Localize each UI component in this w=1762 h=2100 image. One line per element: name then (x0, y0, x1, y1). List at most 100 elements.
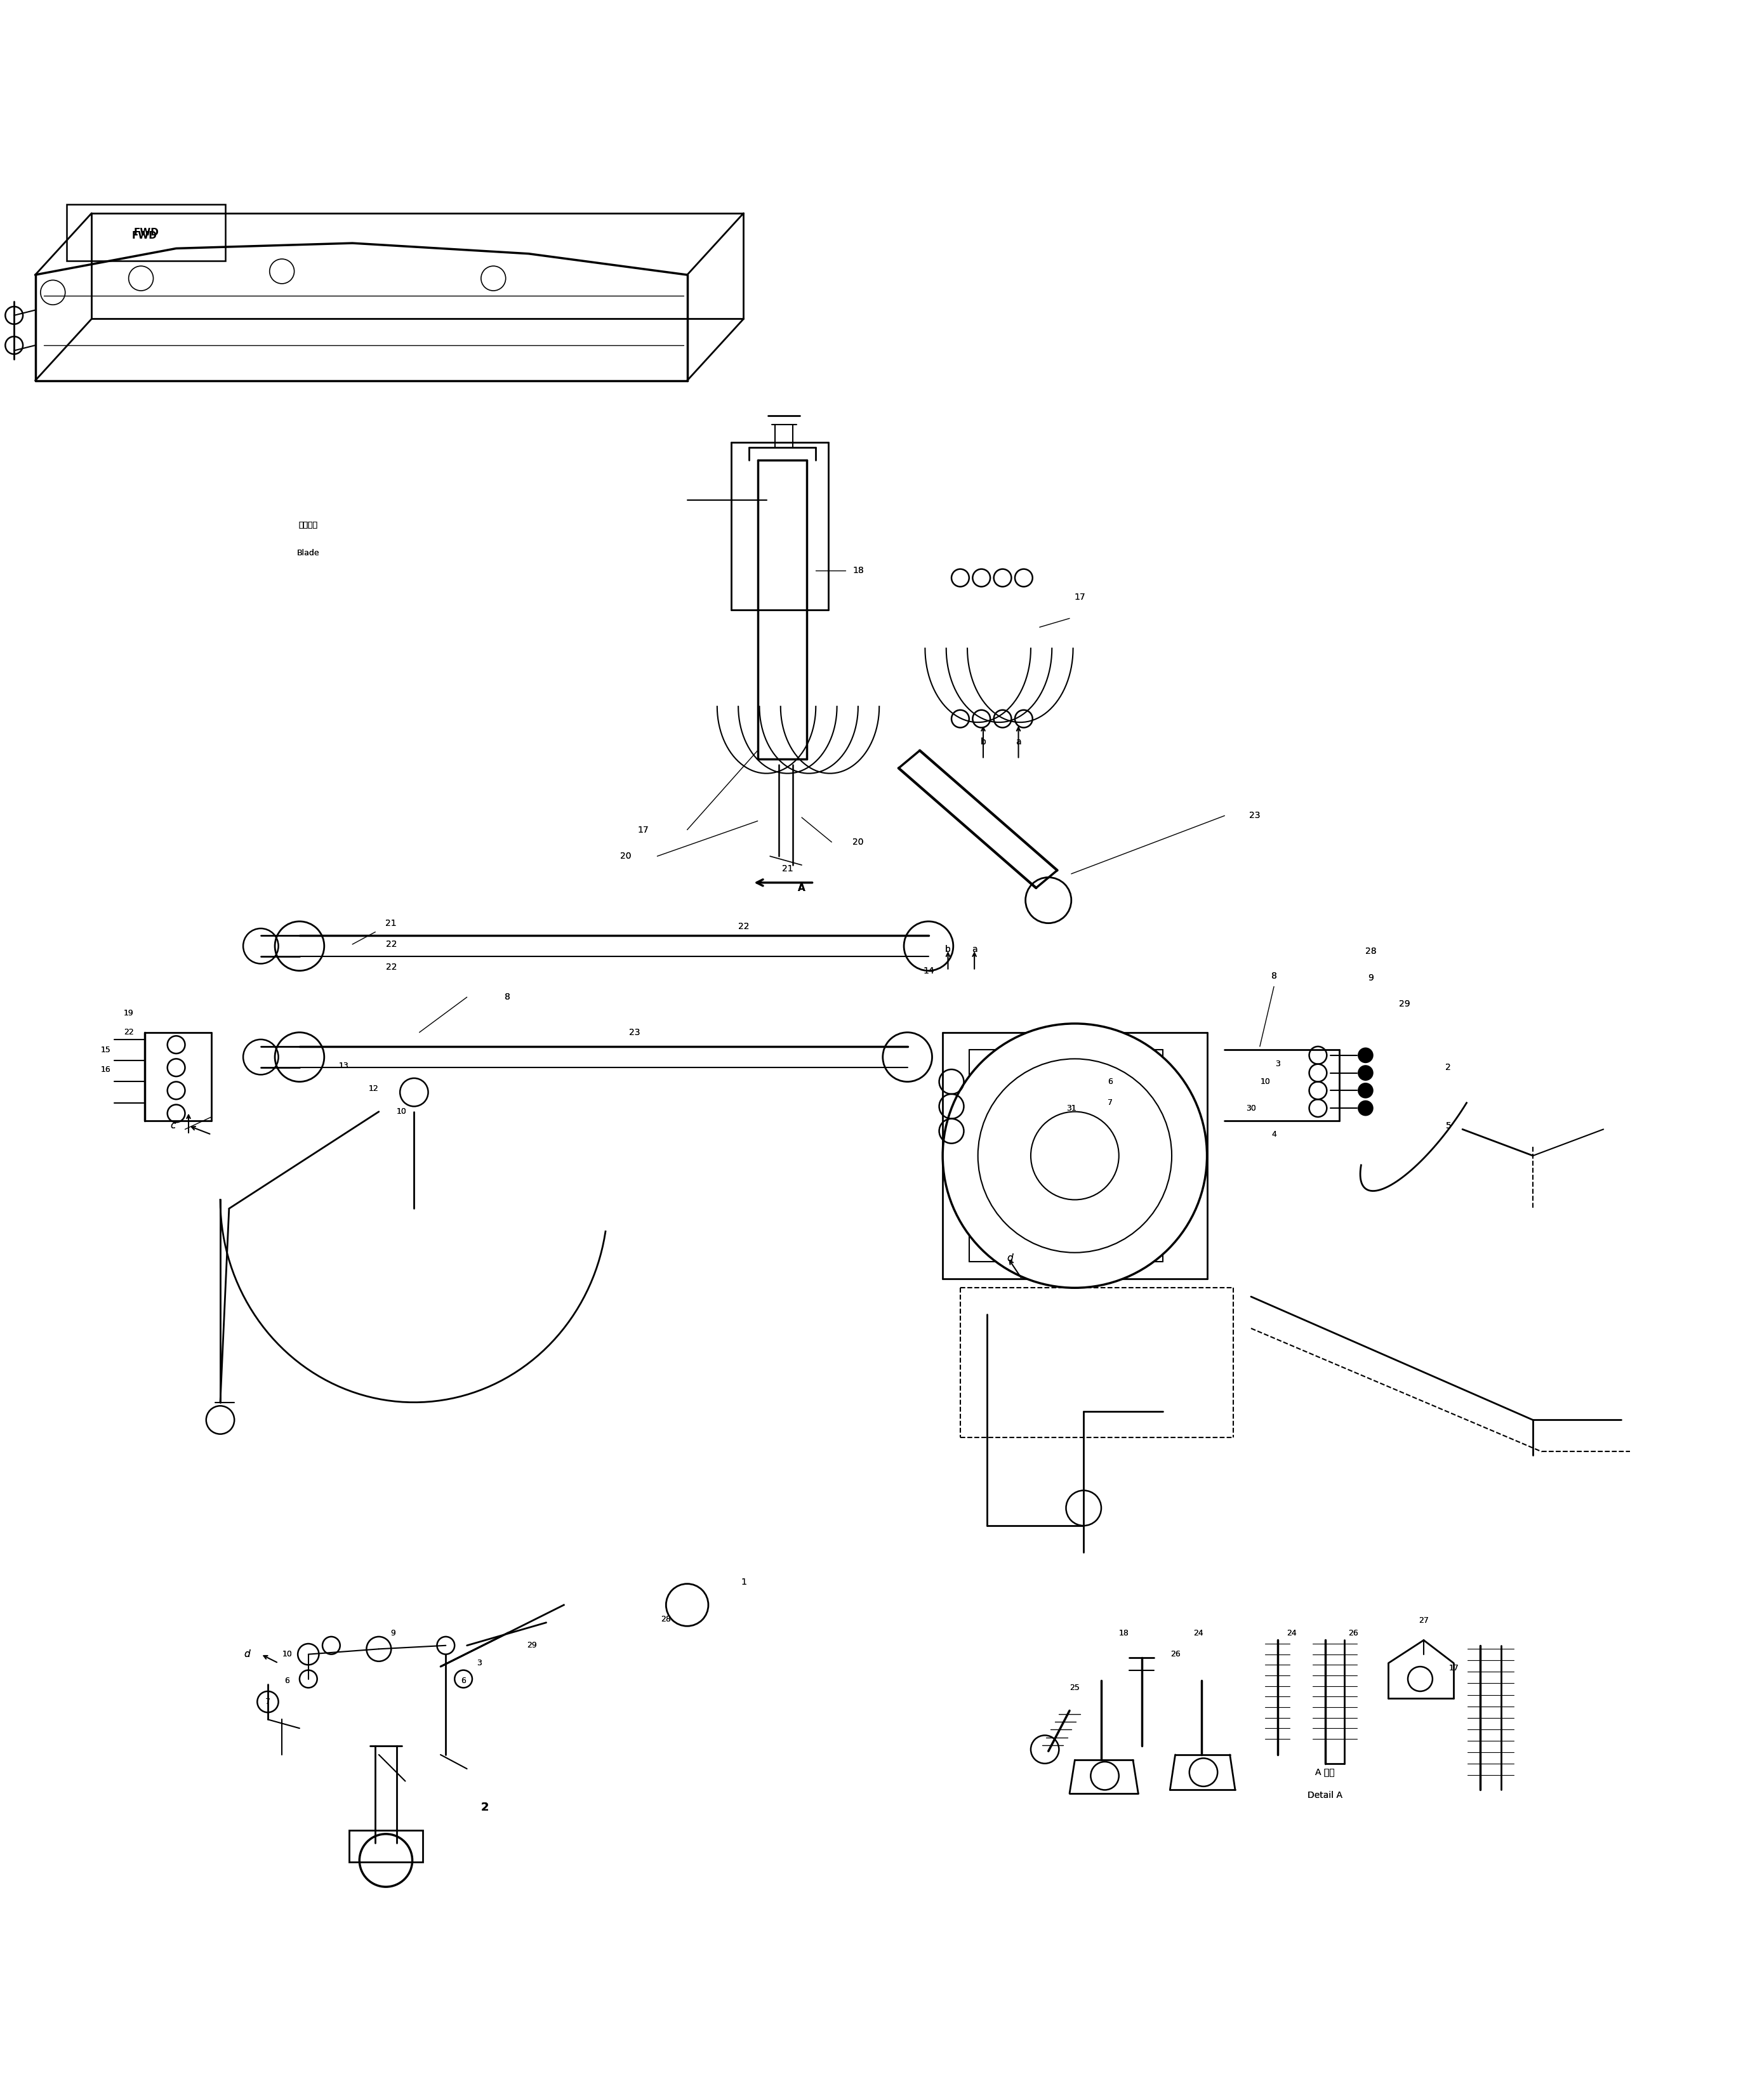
Text: 30: 30 (1246, 1105, 1256, 1113)
Text: 12: 12 (368, 1084, 379, 1092)
Text: 27: 27 (1418, 1617, 1429, 1625)
Text: 26: 26 (1170, 1651, 1181, 1659)
Text: 9: 9 (1367, 972, 1374, 983)
Text: 8: 8 (504, 993, 511, 1002)
Text: 28: 28 (1366, 947, 1376, 956)
Text: 29: 29 (527, 1642, 537, 1651)
Text: 6: 6 (285, 1676, 289, 1684)
Text: 28: 28 (661, 1615, 671, 1623)
Text: ブレード: ブレード (300, 521, 317, 529)
Text: 7: 7 (266, 1697, 270, 1705)
Bar (349, 1831, 423, 1863)
Text: 10: 10 (1260, 1077, 1270, 1086)
Text: 4: 4 (1272, 1130, 1276, 1138)
Text: 6: 6 (1108, 1077, 1112, 1086)
Text: 20: 20 (853, 838, 863, 846)
Text: FWD: FWD (134, 227, 159, 237)
Text: 15: 15 (100, 1046, 111, 1054)
Text: 5: 5 (1445, 1121, 1452, 1130)
Text: 28: 28 (1366, 947, 1376, 956)
Text: 25: 25 (1070, 1684, 1080, 1693)
Text: a: a (1015, 737, 1022, 746)
Text: 17: 17 (1448, 1663, 1459, 1672)
Text: 10: 10 (396, 1107, 407, 1115)
Text: 6: 6 (285, 1676, 289, 1684)
Text: 22: 22 (386, 962, 396, 972)
Text: 24: 24 (1193, 1630, 1203, 1638)
Text: 9: 9 (391, 1630, 395, 1638)
Text: 22: 22 (123, 1029, 134, 1037)
Text: 27: 27 (1418, 1617, 1429, 1625)
Circle shape (1359, 1067, 1373, 1079)
Text: 23: 23 (1249, 811, 1260, 821)
Text: Detail A: Detail A (1307, 1791, 1343, 1800)
Text: 14: 14 (923, 966, 934, 974)
Text: 13: 13 (338, 1063, 349, 1071)
Text: 6: 6 (462, 1676, 465, 1684)
Text: 25: 25 (1070, 1684, 1080, 1693)
Text: 22: 22 (386, 941, 396, 949)
Text: 7: 7 (1108, 1098, 1112, 1107)
Text: 23: 23 (1249, 811, 1260, 821)
Text: 19: 19 (123, 1008, 134, 1016)
Text: 29: 29 (1399, 1000, 1410, 1008)
Text: 24: 24 (1286, 1630, 1297, 1638)
Text: 13: 13 (338, 1063, 349, 1071)
Text: 9: 9 (1367, 972, 1374, 983)
Text: A: A (798, 884, 805, 892)
Text: 2: 2 (1445, 1063, 1452, 1073)
Text: A 詳細: A 詳細 (1314, 1768, 1336, 1777)
Circle shape (1359, 1100, 1373, 1115)
Text: 29: 29 (1399, 1000, 1410, 1008)
Text: 22: 22 (738, 922, 749, 930)
Text: d: d (243, 1648, 250, 1659)
Text: 24: 24 (1286, 1630, 1297, 1638)
Circle shape (1359, 1084, 1373, 1098)
Text: 21: 21 (782, 863, 793, 874)
Text: 19: 19 (123, 1008, 134, 1016)
Text: b: b (944, 945, 951, 953)
Text: 21: 21 (386, 918, 396, 928)
Text: 22: 22 (738, 922, 749, 930)
Text: 9: 9 (391, 1630, 395, 1638)
Text: 20: 20 (620, 853, 631, 861)
Text: b: b (944, 945, 951, 953)
Text: 22: 22 (386, 962, 396, 972)
Text: 17: 17 (1075, 592, 1085, 603)
Bar (67, 204, 226, 260)
Text: 26: 26 (1170, 1651, 1181, 1659)
Text: 6: 6 (462, 1676, 465, 1684)
Text: 10: 10 (1260, 1077, 1270, 1086)
Text: 3: 3 (1276, 1060, 1279, 1069)
Text: 1: 1 (740, 1577, 747, 1586)
Text: 2: 2 (481, 1802, 488, 1812)
Text: a: a (1015, 737, 1022, 746)
Text: a: a (971, 945, 978, 953)
Text: 8: 8 (1270, 972, 1277, 981)
Text: b: b (980, 737, 987, 746)
Text: A 詳細: A 詳細 (1314, 1768, 1336, 1777)
Text: 29: 29 (527, 1642, 537, 1651)
Text: 18: 18 (853, 567, 863, 575)
Text: c: c (169, 1121, 176, 1130)
Text: c: c (169, 1121, 176, 1130)
Text: 4: 4 (1272, 1130, 1276, 1138)
Text: 10: 10 (282, 1651, 292, 1659)
Text: 17: 17 (1448, 1663, 1459, 1672)
Text: 3: 3 (478, 1659, 481, 1667)
Text: 7: 7 (266, 1697, 270, 1705)
Text: 6: 6 (1108, 1077, 1112, 1086)
Text: 20: 20 (620, 853, 631, 861)
Text: 12: 12 (368, 1084, 379, 1092)
Text: ブレード: ブレード (300, 521, 317, 529)
Text: 17: 17 (1075, 592, 1085, 603)
Text: 28: 28 (661, 1615, 671, 1623)
Text: 24: 24 (1193, 1630, 1203, 1638)
Text: 7: 7 (1108, 1098, 1112, 1107)
Text: 30: 30 (1246, 1105, 1256, 1113)
Text: 18: 18 (853, 567, 863, 575)
Text: d: d (1006, 1254, 1013, 1262)
Text: 23: 23 (629, 1027, 640, 1037)
Text: 8: 8 (504, 993, 511, 1002)
Text: 31: 31 (1066, 1105, 1077, 1113)
